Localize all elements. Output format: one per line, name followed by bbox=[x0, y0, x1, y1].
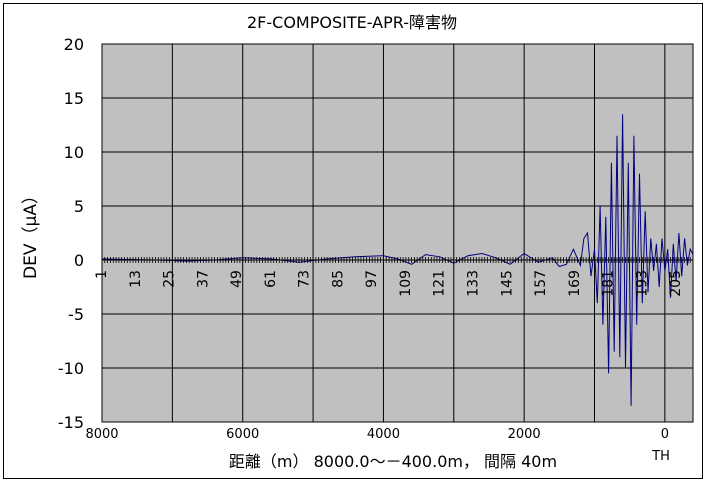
y-tick-label: -10 bbox=[58, 359, 84, 378]
index-label: 181 bbox=[601, 270, 617, 297]
x-axis-label: 距離（m） 8000.0～－400.0m， 間隔 40m bbox=[229, 452, 557, 471]
index-label: 73 bbox=[297, 270, 313, 288]
y-tick-label: -5 bbox=[68, 305, 84, 324]
index-label: 169 bbox=[567, 270, 583, 297]
series-line bbox=[101, 114, 694, 406]
y-tick-label: 20 bbox=[64, 35, 84, 54]
index-label: 205 bbox=[668, 270, 684, 297]
index-label: 37 bbox=[195, 270, 211, 288]
index-label: 133 bbox=[466, 270, 482, 297]
index-label: 25 bbox=[162, 270, 178, 288]
y-tick-label: 10 bbox=[64, 143, 84, 162]
grid bbox=[102, 44, 693, 422]
index-label: 97 bbox=[364, 270, 380, 288]
threshold-label: TH bbox=[651, 449, 670, 464]
x-tick-label: 0 bbox=[661, 427, 669, 442]
axis-tick-labels: -15 -10 -5 0 5 10 15 20 8000 6000 4000 2000 0 1 13 25 37… bbox=[58, 35, 684, 442]
plot-area bbox=[101, 43, 694, 423]
x-tick-label: 6000 bbox=[226, 427, 259, 442]
y-tick-label: 15 bbox=[64, 89, 84, 108]
index-label: 85 bbox=[330, 270, 346, 288]
index-label: 1 bbox=[94, 270, 110, 279]
y-tick-label: 0 bbox=[74, 251, 84, 270]
y-tick-label: 5 bbox=[74, 197, 84, 216]
x-tick-label: 4000 bbox=[367, 427, 400, 442]
index-label: 49 bbox=[229, 270, 245, 288]
chart-title: 2F-COMPOSITE-APR-障害物 bbox=[247, 13, 457, 32]
index-label: 109 bbox=[398, 270, 414, 297]
index-label: 145 bbox=[499, 270, 515, 297]
x-tick-label: 8000 bbox=[85, 427, 118, 442]
index-label: 193 bbox=[634, 270, 650, 297]
chart-marks bbox=[101, 114, 694, 406]
index-label: 157 bbox=[533, 270, 549, 297]
y-tick-label: -15 bbox=[58, 413, 84, 432]
index-label: 121 bbox=[432, 270, 448, 297]
index-label: 13 bbox=[128, 270, 144, 288]
index-label: 61 bbox=[263, 270, 279, 288]
x-tick-label: 2000 bbox=[508, 427, 541, 442]
y-axis-label: DEV（μA） bbox=[21, 187, 41, 279]
